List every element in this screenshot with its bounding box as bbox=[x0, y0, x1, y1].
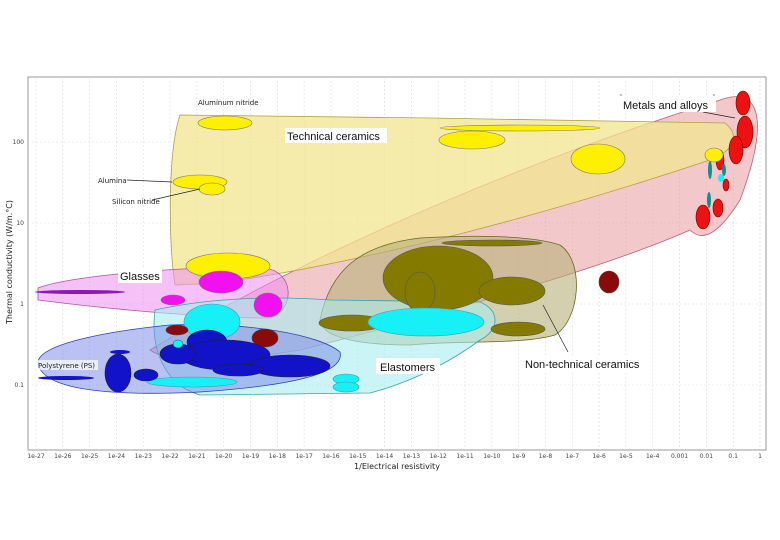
bubble-non-technical-ceramic bbox=[404, 271, 436, 313]
bubble-metal bbox=[695, 204, 711, 230]
bubble-polystyrene bbox=[38, 376, 94, 380]
bubble-cyan bbox=[367, 307, 485, 337]
label-non-technical-ceramics: Non-technical ceramics bbox=[525, 359, 640, 371]
y-tick-label: 10 bbox=[16, 220, 24, 227]
bubble-non-technical-ceramic bbox=[382, 245, 494, 311]
bubble-cyan bbox=[146, 376, 238, 388]
label-technical-ceramics: Technical ceramics bbox=[287, 131, 380, 143]
label-bg-elastomers bbox=[376, 358, 440, 374]
label-alumina: Alumina bbox=[98, 177, 127, 185]
bubble-dark-red bbox=[165, 324, 189, 336]
leader-lines bbox=[126, 111, 736, 353]
bubble-non-technical-ceramic bbox=[478, 276, 546, 306]
bubble-polymer bbox=[133, 368, 159, 382]
bubble-polymer bbox=[110, 350, 130, 354]
bubble-polymer bbox=[249, 354, 331, 378]
bubble-metal bbox=[735, 90, 751, 116]
x-tick-label: 0.01 bbox=[700, 453, 714, 460]
x-tick-label: 1e-14 bbox=[376, 453, 393, 460]
x-tick-label: 1e-20 bbox=[215, 453, 232, 460]
leader-metals bbox=[702, 111, 736, 119]
x-tick-label: 1 bbox=[758, 453, 762, 460]
bubble-metal-teal bbox=[722, 164, 726, 176]
x-tick-label: 1e-13 bbox=[403, 453, 420, 460]
x-axis-title: 1/Electrical resistivity bbox=[354, 462, 440, 471]
bubble-non-technical-ceramic bbox=[490, 321, 546, 337]
bubble-glass bbox=[198, 270, 244, 294]
label-bg-glasses bbox=[118, 268, 162, 283]
x-tick-label: 1e-15 bbox=[349, 453, 366, 460]
label-polystyrene: Polystyrene (PS) bbox=[38, 362, 95, 370]
bubble-cyan bbox=[332, 381, 360, 393]
y-axis-ticks: 0.1 1 10 100 bbox=[13, 139, 25, 389]
x-tick-label: 1e-10 bbox=[483, 453, 500, 460]
x-axis-ticks: 1e-27 1e-26 1e-25 1e-24 1e-23 1e-22 1e-21 1e-20… bbox=[27, 453, 762, 460]
x-tick-label: 1e-6 bbox=[592, 453, 606, 460]
x-tick-label: 1e-23 bbox=[135, 453, 152, 460]
x-tick-label: 1e-22 bbox=[161, 453, 178, 460]
bubble-dark-red bbox=[251, 328, 279, 348]
x-tick-label: 0.001 bbox=[671, 453, 688, 460]
x-tick-label: 1e-24 bbox=[108, 453, 125, 460]
annotations: Technical ceramics Metals and alloys ' '… bbox=[36, 93, 716, 374]
leader-silicon-nitride bbox=[151, 188, 201, 201]
bubble-glass bbox=[35, 290, 125, 294]
y-axis-title: Thermal conductivity (W/m.°C) bbox=[5, 200, 14, 325]
bubble-metal-cyan bbox=[718, 174, 724, 182]
bubble-polymer bbox=[172, 339, 184, 349]
label-bg-technical bbox=[285, 128, 387, 143]
x-tick-label: 1e-12 bbox=[430, 453, 447, 460]
bubble-metal bbox=[722, 178, 730, 192]
label-bg-non-technical bbox=[522, 355, 650, 371]
label-metals-bracket-left: ' bbox=[620, 93, 622, 101]
y-tick-label: 1 bbox=[20, 301, 24, 308]
bubble-technical-ceramic bbox=[438, 130, 506, 150]
y-tick-label: 100 bbox=[13, 139, 25, 146]
x-tick-label: 1e-18 bbox=[269, 453, 286, 460]
bubble-polymer bbox=[104, 353, 132, 393]
bubble-glass bbox=[160, 294, 186, 306]
x-tick-label: 1e-7 bbox=[566, 453, 580, 460]
leader-alumina bbox=[126, 179, 173, 183]
bubble-metal-teal bbox=[708, 161, 712, 179]
label-aluminum-nitride: Aluminum nitride bbox=[198, 99, 259, 107]
x-tick-label: 1e-27 bbox=[27, 453, 44, 460]
bubble-dark-red bbox=[598, 270, 620, 294]
bubble-metal bbox=[728, 135, 744, 165]
bubble-metal bbox=[712, 198, 724, 218]
x-tick-label: 1e-5 bbox=[619, 453, 633, 460]
label-glasses: Glasses bbox=[120, 271, 160, 283]
material-bubbles bbox=[35, 90, 754, 393]
x-tick-label: 1e-8 bbox=[539, 453, 553, 460]
x-tick-label: 1e-4 bbox=[646, 453, 660, 460]
x-tick-label: 0.1 bbox=[728, 453, 738, 460]
x-tick-label: 1e-11 bbox=[456, 453, 473, 460]
x-tick-label: 1e-21 bbox=[188, 453, 205, 460]
bubble-silicon-nitride bbox=[198, 182, 226, 196]
label-elastomers: Elastomers bbox=[380, 362, 436, 374]
x-tick-label: 1e-25 bbox=[81, 453, 98, 460]
x-tick-label: 1e-16 bbox=[322, 453, 339, 460]
x-tick-label: 1e-9 bbox=[512, 453, 526, 460]
bubble-aluminum-nitride bbox=[197, 115, 253, 131]
bubble-non-technical-ceramic bbox=[441, 239, 543, 247]
label-bg-polystyrene bbox=[36, 360, 98, 370]
x-tick-label: 1e-17 bbox=[295, 453, 312, 460]
label-metals-and-alloys: Metals and alloys bbox=[623, 100, 708, 112]
y-tick-label: 0.1 bbox=[14, 382, 24, 389]
bubble-metal-yellow bbox=[704, 147, 724, 163]
bubble-metal-teal bbox=[707, 192, 711, 208]
bubble-glass bbox=[253, 292, 283, 318]
bubble-polymer bbox=[212, 363, 264, 377]
x-tick-label: 1e-19 bbox=[242, 453, 259, 460]
label-bg-metals bbox=[620, 97, 716, 112]
label-metals-bracket-right: ' bbox=[713, 93, 715, 101]
bubble-technical-ceramic bbox=[439, 124, 601, 132]
x-tick-label: 1e-26 bbox=[54, 453, 71, 460]
bubble-technical-ceramic bbox=[570, 143, 626, 175]
label-silicon-nitride: Silicon nitride bbox=[112, 198, 160, 206]
leader-non-technical bbox=[542, 304, 569, 353]
